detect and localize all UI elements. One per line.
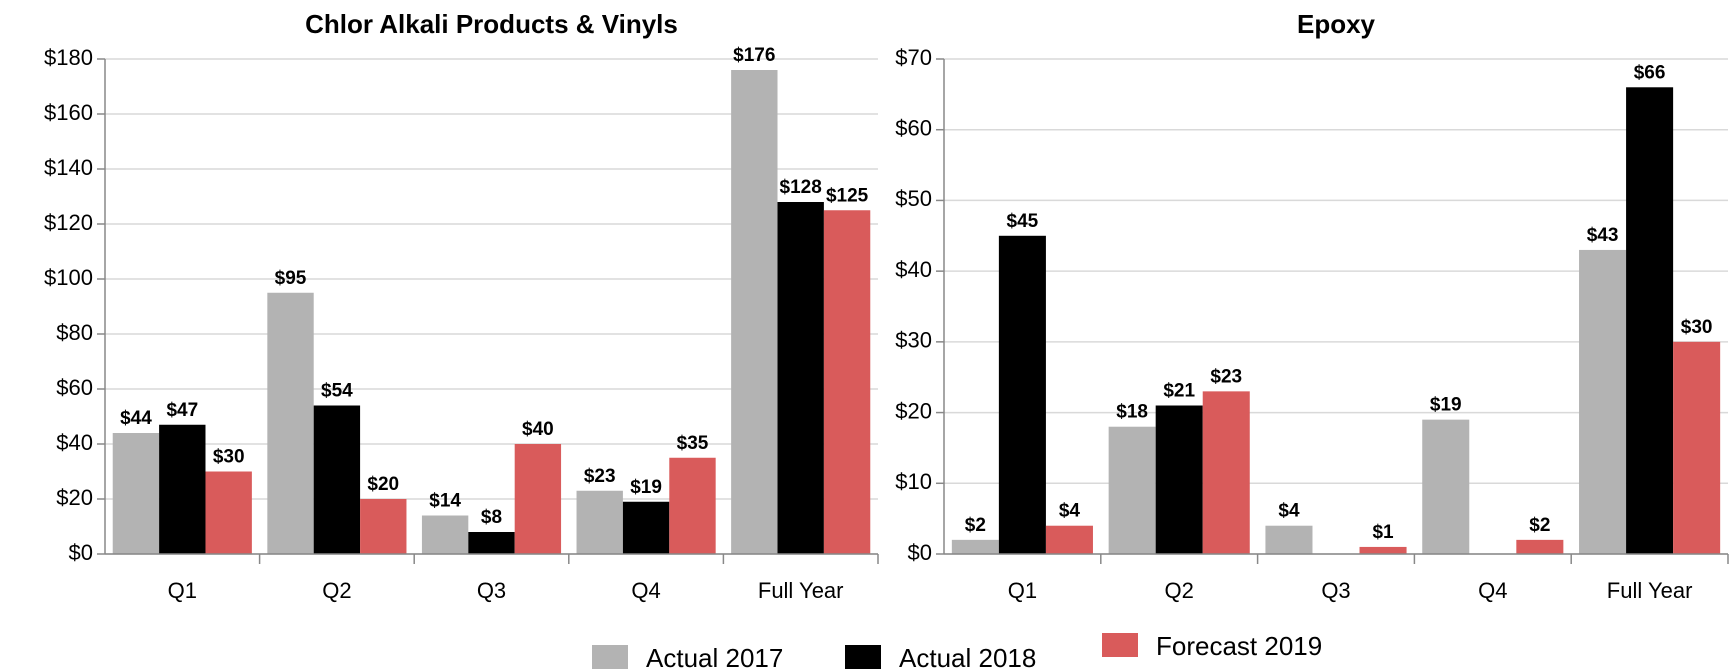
value-label: $66 (1634, 62, 1666, 83)
value-label: $95 (275, 268, 307, 289)
bar (1626, 87, 1674, 555)
x-tick-label: Q3 (477, 578, 506, 603)
value-label: $40 (522, 419, 554, 440)
y-tick-label: $20 (56, 485, 93, 510)
chart-title: Chlor Alkali Products & Vinyls (305, 9, 678, 39)
value-label: $20 (367, 474, 399, 495)
bar (951, 539, 999, 554)
bar (1045, 525, 1093, 554)
value-label: $2 (965, 515, 986, 536)
bar (112, 433, 160, 554)
x-tick-label: Q2 (1165, 578, 1194, 603)
y-tick-label: $0 (69, 540, 93, 565)
value-label: $4 (1278, 501, 1300, 522)
value-label: $1 (1372, 522, 1394, 543)
bar (1265, 525, 1313, 554)
y-tick-label: $100 (44, 265, 93, 290)
bar (421, 515, 469, 554)
y-tick-label: $180 (44, 45, 93, 70)
value-label: $21 (1163, 381, 1195, 402)
bar (823, 210, 871, 554)
bar (468, 532, 515, 554)
y-tick-label: $60 (56, 375, 93, 400)
bar (205, 471, 252, 554)
y-tick-label: $160 (44, 100, 93, 125)
bar (313, 405, 361, 554)
bar (1516, 539, 1564, 554)
legend-swatch (1102, 633, 1138, 657)
legend-label: Actual 2018 (899, 643, 1036, 671)
bar (1673, 341, 1721, 554)
bar (731, 70, 778, 554)
bar (1579, 249, 1627, 554)
x-tick-label: Q3 (1321, 578, 1350, 603)
value-label: $14 (429, 491, 461, 512)
value-label: $44 (120, 408, 152, 429)
bar (576, 490, 623, 554)
y-tick-label: $40 (56, 430, 93, 455)
x-tick-label: Full Year (758, 578, 844, 603)
y-tick-label: $40 (895, 257, 932, 282)
bar (159, 424, 206, 554)
value-label: $128 (780, 177, 822, 198)
value-label: $19 (630, 477, 662, 498)
bar (777, 202, 824, 554)
y-tick-label: $30 (895, 328, 932, 353)
value-label: $35 (677, 433, 709, 454)
chart-title: Epoxy (1297, 9, 1376, 39)
bar (1108, 426, 1156, 554)
legend-swatch (592, 645, 628, 669)
x-tick-label: Q2 (322, 578, 351, 603)
legend-label: Forecast 2019 (1156, 631, 1322, 661)
y-tick-label: $0 (908, 540, 932, 565)
y-tick-label: $80 (56, 320, 93, 345)
bar (1359, 546, 1407, 554)
x-tick-label: Q1 (168, 578, 197, 603)
x-tick-label: Q4 (631, 578, 660, 603)
bar (514, 444, 562, 554)
value-label: $2 (1529, 515, 1550, 536)
value-label: $125 (826, 185, 869, 206)
y-tick-label: $60 (895, 116, 932, 141)
bar (669, 457, 716, 554)
bar (1422, 419, 1470, 554)
value-label: $43 (1587, 225, 1619, 246)
bar (622, 501, 670, 554)
x-tick-label: Full Year (1607, 578, 1693, 603)
legend-swatch (845, 645, 881, 669)
value-label: $18 (1116, 402, 1148, 423)
legend-label: Actual 2017 (646, 643, 783, 671)
x-tick-label: Q1 (1008, 578, 1037, 603)
value-label: $54 (321, 381, 353, 402)
y-tick-label: $20 (895, 398, 932, 423)
bar (1155, 405, 1203, 554)
value-label: $23 (1210, 366, 1242, 387)
x-tick-label: Q4 (1478, 578, 1507, 603)
value-label: $176 (733, 45, 775, 66)
value-label: $23 (584, 466, 616, 487)
bar (360, 499, 407, 554)
y-tick-label: $10 (895, 469, 932, 494)
bar (267, 292, 314, 554)
value-label: $30 (1681, 317, 1713, 338)
value-label: $30 (213, 447, 245, 468)
y-tick-label: $70 (895, 45, 932, 70)
value-label: $4 (1059, 501, 1081, 522)
y-tick-label: $140 (44, 155, 93, 180)
bar (1202, 391, 1250, 554)
y-tick-label: $120 (44, 210, 93, 235)
y-tick-label: $50 (895, 186, 932, 211)
value-label: $8 (481, 507, 502, 528)
value-label: $19 (1430, 395, 1462, 416)
value-label: $45 (1007, 211, 1039, 232)
bar (998, 235, 1046, 555)
value-label: $47 (166, 400, 198, 421)
